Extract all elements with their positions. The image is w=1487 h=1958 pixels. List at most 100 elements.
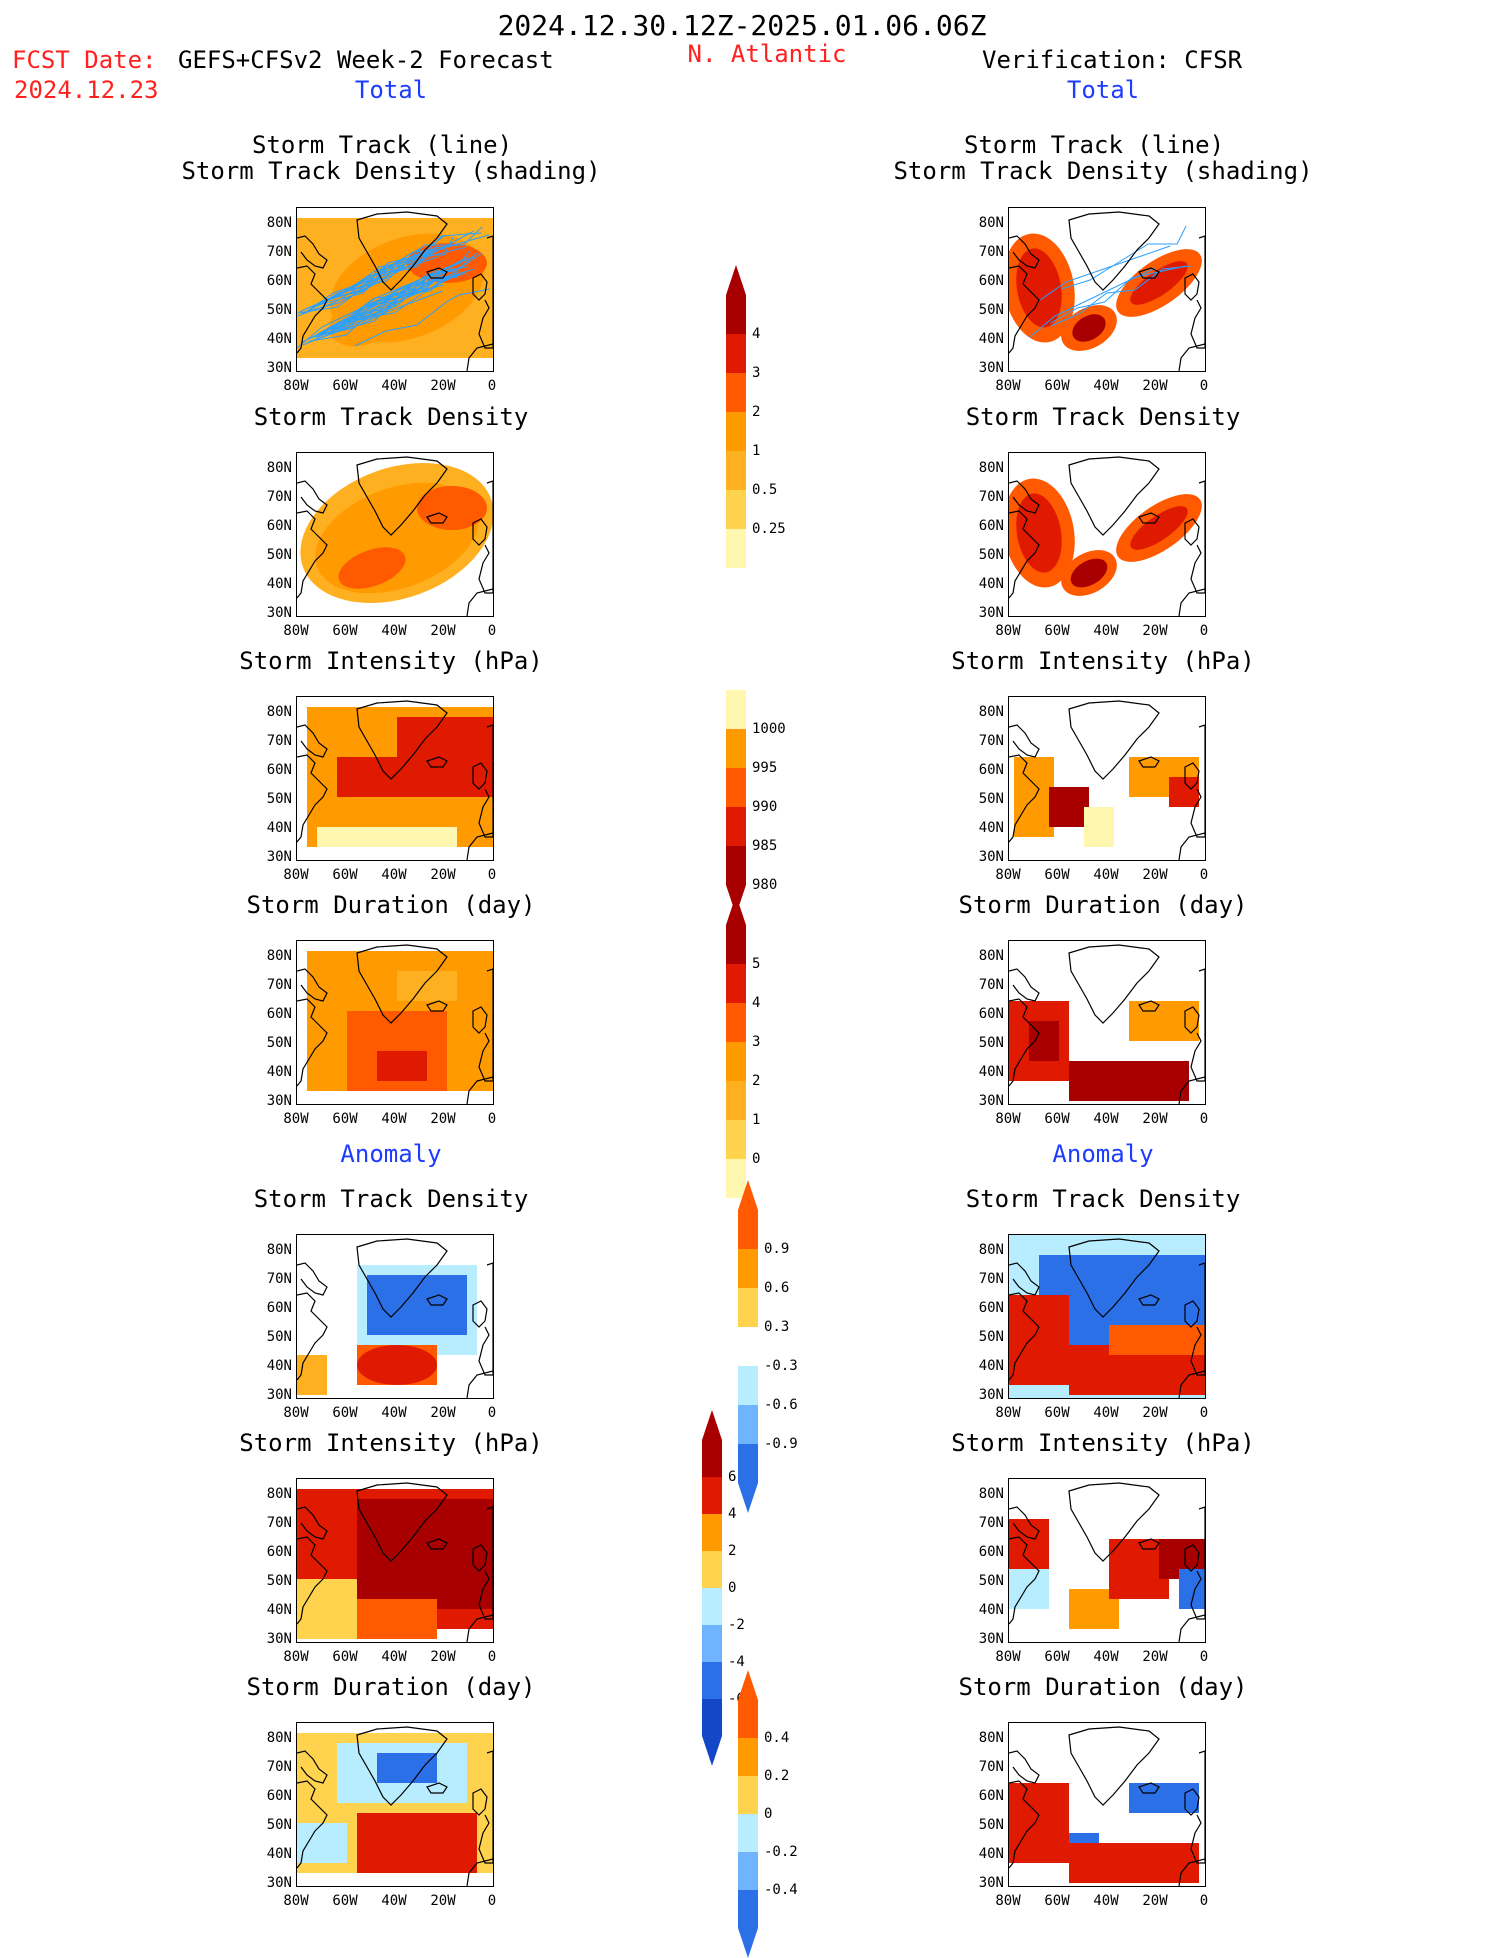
right-anom-intensity-title: Storm Intensity (hPa)	[951, 1429, 1255, 1457]
left-anom-density-title: Storm Track Density	[253, 1185, 529, 1213]
right-duration-title: Storm Duration (day)	[958, 891, 1248, 919]
lon-tick-label: 0	[487, 1649, 497, 1665]
fcst-date: 2024.12.23	[14, 76, 159, 104]
lon-tick-label: 80W	[283, 1405, 309, 1421]
lat-tick-label: 50N	[266, 1035, 292, 1051]
lon-tick-label: 20W	[1142, 1405, 1168, 1421]
lat-tick-label: 60N	[978, 1544, 1004, 1560]
verification-label: Verification: CFSR	[982, 46, 1243, 74]
anom-density-colorbar-label: 0.3	[764, 1319, 790, 1335]
lat-tick-label: 50N	[266, 547, 292, 563]
lat-tick-label: 30N	[266, 360, 292, 376]
lon-tick-label: 80W	[995, 1649, 1021, 1665]
map-panel-r4-c1	[1008, 1234, 1206, 1399]
lon-tick-label: 0	[487, 1893, 497, 1909]
lat-tick-label: 80N	[266, 948, 292, 964]
anom-density-colorbar-label: -0.6	[764, 1397, 798, 1413]
anom-intensity-colorbar-label: 4	[728, 1506, 737, 1522]
lat-tick-label: 70N	[978, 1515, 1004, 1531]
lat-tick-label: 30N	[978, 1387, 1004, 1403]
lon-tick-label: 40W	[381, 1111, 407, 1127]
lat-tick-label: 80N	[266, 704, 292, 720]
lat-tick-label: 70N	[266, 977, 292, 993]
lat-tick-label: 50N	[978, 1329, 1004, 1345]
left-intensity-title: Storm Intensity (hPa)	[239, 647, 543, 675]
lon-tick-label: 40W	[1093, 1893, 1119, 1909]
anom-intensity-colorbar-label: 2	[728, 1543, 737, 1559]
lon-tick-label: 20W	[1142, 1893, 1168, 1909]
lat-tick-label: 70N	[978, 977, 1004, 993]
lat-tick-label: 50N	[978, 1035, 1004, 1051]
left-anom-intensity-title: Storm Intensity (hPa)	[239, 1429, 543, 1457]
lon-tick-label: 60W	[1044, 867, 1070, 883]
lat-tick-label: 60N	[266, 1300, 292, 1316]
map-panel-r6-c1	[1008, 1722, 1206, 1887]
total-intensity-colorbar-label: 990	[752, 799, 778, 815]
total-density-colorbar-label: 0.25	[752, 521, 786, 537]
lat-tick-label: 60N	[978, 762, 1004, 778]
lon-tick-label: 20W	[430, 623, 456, 639]
lon-tick-label: 0	[487, 623, 497, 639]
total-intensity-colorbar-label: 995	[752, 760, 778, 776]
lat-tick-label: 40N	[978, 1602, 1004, 1618]
anom-intensity-colorbar-label: -4	[728, 1654, 745, 1670]
lat-tick-label: 30N	[978, 1093, 1004, 1109]
lat-tick-label: 50N	[978, 791, 1004, 807]
lon-tick-label: 60W	[1044, 1405, 1070, 1421]
lon-tick-label: 40W	[381, 867, 407, 883]
lat-tick-label: 40N	[266, 1602, 292, 1618]
lat-tick-label: 30N	[266, 849, 292, 865]
left-track-density-shading-title: Storm Track Density (shading)	[181, 157, 601, 185]
lat-tick-label: 40N	[978, 1846, 1004, 1862]
lat-tick-label: 60N	[978, 1006, 1004, 1022]
left-density-title: Storm Track Density	[253, 403, 529, 431]
right-anom-density-title: Storm Track Density	[965, 1185, 1241, 1213]
lat-tick-label: 70N	[266, 489, 292, 505]
lon-tick-label: 60W	[1044, 1111, 1070, 1127]
lon-tick-label: 80W	[283, 867, 309, 883]
lat-tick-label: 70N	[266, 1515, 292, 1531]
total-duration-colorbar-label: 3	[752, 1034, 761, 1050]
lat-tick-label: 80N	[978, 460, 1004, 476]
lat-tick-label: 80N	[978, 1486, 1004, 1502]
map-panel-r2-c0	[296, 696, 494, 861]
lon-tick-label: 40W	[381, 378, 407, 394]
lon-tick-label: 20W	[1142, 1111, 1168, 1127]
lon-tick-label: 40W	[1093, 1649, 1119, 1665]
total-duration-colorbar-label: 5	[752, 956, 761, 972]
map-panel-r0-c0	[296, 207, 494, 372]
lat-tick-label: 40N	[266, 331, 292, 347]
fcst-model: GEFS+CFSv2 Week-2 Forecast	[178, 46, 554, 74]
anom-duration-colorbar-label: 0.4	[764, 1730, 790, 1746]
lon-tick-label: 80W	[283, 378, 309, 394]
lon-tick-label: 60W	[332, 867, 358, 883]
lat-tick-label: 60N	[266, 273, 292, 289]
lat-tick-label: 70N	[266, 244, 292, 260]
lat-tick-label: 70N	[266, 733, 292, 749]
lon-tick-label: 60W	[332, 1893, 358, 1909]
lat-tick-label: 50N	[266, 1817, 292, 1833]
lat-tick-label: 60N	[266, 1544, 292, 1560]
map-panel-r3-c0	[296, 940, 494, 1105]
lat-tick-label: 80N	[978, 215, 1004, 231]
total-density-colorbar-label: 2	[752, 404, 761, 420]
lon-tick-label: 40W	[381, 1405, 407, 1421]
lon-tick-label: 20W	[430, 378, 456, 394]
map-panel-r5-c1	[1008, 1478, 1206, 1643]
lat-tick-label: 50N	[266, 791, 292, 807]
lon-tick-label: 0	[487, 867, 497, 883]
total-intensity-colorbar-label: 980	[752, 877, 778, 893]
map-panel-r6-c0	[296, 1722, 494, 1887]
lon-tick-label: 80W	[283, 1649, 309, 1665]
lon-tick-label: 60W	[332, 1111, 358, 1127]
lon-tick-label: 20W	[1142, 378, 1168, 394]
lat-tick-label: 70N	[978, 1271, 1004, 1287]
total-duration-colorbar-label: 0	[752, 1151, 761, 1167]
lat-tick-label: 50N	[266, 1329, 292, 1345]
lon-tick-label: 80W	[995, 378, 1021, 394]
lat-tick-label: 50N	[978, 302, 1004, 318]
lat-tick-label: 60N	[978, 1788, 1004, 1804]
lon-tick-label: 20W	[1142, 867, 1168, 883]
lon-tick-label: 40W	[381, 1649, 407, 1665]
lat-tick-label: 70N	[266, 1271, 292, 1287]
